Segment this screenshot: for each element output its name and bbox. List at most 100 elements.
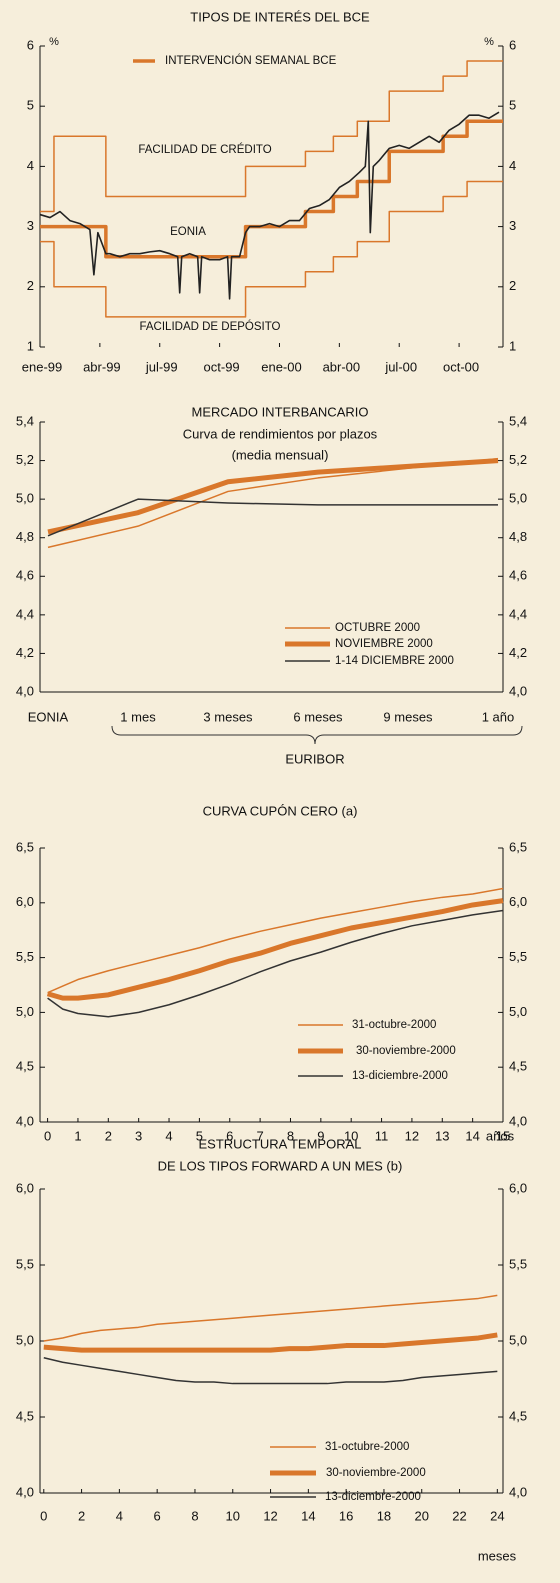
x-tick-label: 11: [375, 1128, 389, 1143]
y-tick-label: 4: [509, 158, 516, 173]
y-tick-label: 4,2: [16, 645, 34, 660]
y-tick-label: 1: [27, 338, 34, 353]
x-tick-label: ene-00: [261, 359, 301, 374]
x-tick-label: 10: [344, 1128, 358, 1143]
y-tick-label: 6,5: [509, 839, 527, 854]
legend-label: 31-octubre-2000: [352, 1019, 436, 1031]
x-tick-label: oct-99: [204, 359, 240, 374]
series-line: [47, 887, 504, 994]
series-line: [46, 898, 504, 1001]
y-tick-label: 5,2: [16, 452, 34, 467]
x-tick-label: 0: [44, 1128, 51, 1143]
x-tick-label: 6: [154, 1508, 161, 1523]
x-tick-label: 6 meses: [293, 709, 343, 724]
x-tick-label: 1 mes: [120, 709, 156, 724]
y-tick-label: 4,6: [16, 568, 34, 583]
x-tick-label: 14: [301, 1508, 315, 1523]
y-tick-label: 5,4: [509, 413, 527, 428]
y-tick-label: 5,2: [509, 452, 527, 467]
y-tick-label: 4,0: [16, 1113, 34, 1128]
y-tick-label: 4,0: [509, 1484, 527, 1499]
x-tick-label: 2: [105, 1128, 112, 1143]
x-tick-label: 5: [196, 1128, 203, 1143]
legend-label: 1-14 DICIEMBRE 2000: [335, 655, 454, 667]
x-tick-label: 3 meses: [203, 709, 253, 724]
y-tick-label: 1: [509, 338, 516, 353]
legend-label: 13-diciembre-2000: [352, 1070, 448, 1082]
y-tick-label: 4,0: [509, 683, 527, 698]
x-tick-label: 0: [40, 1508, 47, 1523]
x-tick-label: jul-00: [384, 359, 417, 374]
series-line: [47, 909, 504, 1018]
series-line: [40, 180, 503, 318]
unit-label: %: [484, 36, 494, 48]
legend-label: FACILIDAD DE CRÉDITO: [138, 143, 271, 156]
series-line: [39, 111, 500, 300]
chart-title: MERCADO INTERBANCARIO: [192, 404, 369, 419]
x-tick-label: 13: [435, 1128, 449, 1143]
y-tick-label: 3: [27, 218, 34, 233]
y-tick-label: 5,0: [16, 1332, 34, 1347]
y-tick-label: 5,0: [509, 1004, 527, 1019]
x-tick-label: 20: [415, 1508, 429, 1523]
y-tick-label: 4,2: [509, 645, 527, 660]
legend-label: INTERVENCIÓN SEMANAL BCE: [165, 54, 337, 67]
chart-title: TIPOS DE INTERÉS DEL BCE: [190, 9, 370, 24]
y-tick-label: 5,0: [16, 1004, 34, 1019]
y-tick-label: 4,0: [16, 1484, 34, 1499]
x-tick-label: 9: [317, 1128, 324, 1143]
y-tick-label: 5,5: [509, 949, 527, 964]
x-tick-label: ene-99: [22, 359, 62, 374]
legend-label: 13-diciembre-2000: [325, 1491, 421, 1503]
y-tick-label: 6,0: [16, 894, 34, 909]
y-tick-label: 5,4: [16, 413, 34, 428]
y-tick-label: 4,5: [509, 1408, 527, 1423]
series-line: [43, 1332, 498, 1353]
chart-title: CURVA CUPÓN CERO (a): [203, 803, 358, 818]
y-tick-label: 4: [27, 158, 34, 173]
x-tick-label: 12: [405, 1128, 419, 1143]
y-tick-label: 3: [509, 218, 516, 233]
y-tick-label: 4,5: [509, 1059, 527, 1074]
chart-title: DE LOS TIPOS FORWARD A UN MES (b): [158, 1158, 403, 1173]
legend-label: NOVIEMBRE 2000: [335, 638, 433, 650]
legend-label: EONIA: [170, 226, 206, 238]
y-tick-label: 5,5: [509, 1256, 527, 1271]
x-tick-label: 10: [226, 1508, 240, 1523]
y-tick-label: 4,8: [509, 529, 527, 544]
series-line: [43, 1356, 498, 1385]
y-tick-label: 5: [27, 98, 34, 113]
series-line: [43, 1294, 498, 1342]
y-tick-label: 5,5: [16, 1256, 34, 1271]
y-tick-label: 4,4: [509, 606, 527, 621]
y-tick-label: 2: [27, 278, 34, 293]
x-tick-label: 9 meses: [383, 709, 433, 724]
y-tick-label: 5,5: [16, 949, 34, 964]
y-tick-label: 4,5: [16, 1408, 34, 1423]
x-tick-label: abr-99: [83, 359, 121, 374]
x-tick-label: 18: [377, 1508, 391, 1523]
y-tick-label: 5,0: [509, 1332, 527, 1347]
y-tick-label: 6: [27, 37, 34, 52]
x-tick-label: 8: [191, 1508, 198, 1523]
x-axis-label: años: [486, 1128, 515, 1143]
x-tick-label: 16: [339, 1508, 353, 1523]
chart-subtitle: Curva de rendimientos por plazos: [183, 426, 378, 441]
x-tick-label: EONIA: [28, 709, 69, 724]
x-tick-label: 2: [78, 1508, 85, 1523]
y-tick-label: 6,0: [509, 1180, 527, 1195]
legend-label: 30-noviembre-2000: [326, 1467, 426, 1479]
x-tick-label: 4: [165, 1128, 172, 1143]
annotation: EURIBOR: [285, 751, 344, 766]
chart-subtitle: (media mensual): [232, 447, 329, 462]
chart-title: ESTRUCTURA TEMPORAL: [198, 1136, 361, 1151]
y-tick-label: 6: [509, 37, 516, 52]
series-line: [40, 60, 503, 213]
x-tick-label: abr-00: [323, 359, 361, 374]
y-tick-label: 6,5: [16, 839, 34, 854]
y-tick-label: 4,0: [509, 1113, 527, 1128]
x-tick-label: 4: [116, 1508, 123, 1523]
y-tick-label: 4,8: [16, 529, 34, 544]
y-tick-label: 5,0: [16, 491, 34, 506]
